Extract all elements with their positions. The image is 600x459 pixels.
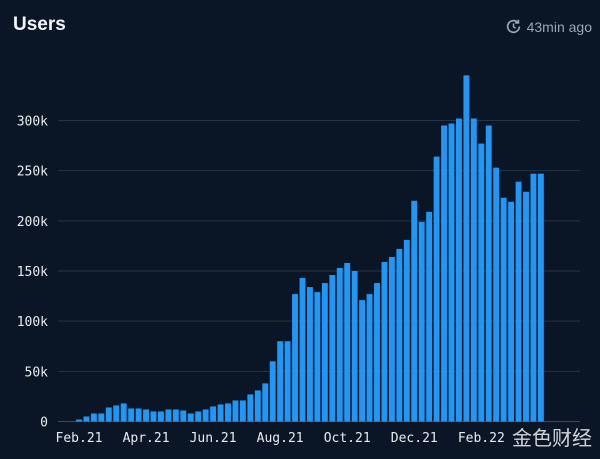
bar — [426, 211, 433, 422]
bar — [292, 294, 298, 422]
bar — [128, 408, 135, 422]
bar — [143, 409, 149, 422]
bar — [158, 411, 164, 422]
x-tick-label: Feb.21 — [56, 431, 103, 446]
y-tick-label: 150k — [17, 265, 48, 280]
bar — [269, 361, 276, 422]
x-tick-label: Aug.21 — [257, 431, 304, 446]
x-tick-label: Dec.21 — [391, 431, 438, 446]
x-tick-label: Apr.21 — [123, 431, 170, 446]
bar — [396, 248, 403, 422]
x-tick-label: Jun.21 — [190, 431, 237, 446]
last-updated[interactable]: 43min ago — [505, 18, 592, 35]
bar — [478, 143, 485, 422]
bar — [515, 181, 522, 422]
bar — [105, 407, 112, 422]
bar — [359, 300, 366, 422]
updated-text: 43min ago — [526, 18, 592, 35]
bar — [210, 406, 217, 422]
y-tick-label: 300k — [17, 115, 48, 130]
bar — [113, 405, 120, 422]
bar — [262, 383, 269, 422]
bar — [83, 416, 90, 422]
y-tick-label: 200k — [17, 215, 48, 230]
bar — [165, 409, 172, 422]
bar — [411, 200, 418, 422]
bar — [403, 239, 410, 422]
y-tick-label: 250k — [17, 165, 48, 180]
bar — [530, 173, 537, 422]
bar — [470, 118, 477, 422]
bar — [381, 261, 388, 422]
bar — [314, 292, 321, 422]
clock-refresh-icon — [506, 19, 520, 34]
chart-title: Users — [13, 14, 66, 35]
bar — [351, 271, 358, 422]
bar — [523, 191, 529, 422]
bar — [277, 341, 284, 422]
bar — [217, 404, 224, 422]
bar — [120, 403, 127, 422]
bar — [90, 413, 97, 422]
watermark: 金色财经 — [512, 426, 592, 450]
y-tick-label: 100k — [17, 315, 48, 330]
bar — [418, 221, 425, 422]
x-tick-label: Oct.21 — [324, 431, 371, 446]
bar — [307, 287, 313, 422]
y-tick-label: 0 — [40, 416, 48, 431]
bar — [195, 411, 202, 422]
bar — [254, 390, 261, 422]
bar — [336, 267, 343, 422]
bar — [321, 283, 328, 422]
bar — [180, 410, 187, 422]
y-tick-label: 50k — [25, 365, 49, 380]
bar — [284, 341, 291, 422]
bar — [299, 278, 306, 422]
bar — [76, 419, 82, 422]
x-tick-label: Feb.22 — [458, 431, 505, 446]
bar — [493, 167, 500, 422]
bar — [433, 156, 440, 422]
bar — [247, 394, 254, 422]
bar — [537, 173, 544, 422]
bar — [202, 409, 209, 422]
bar — [225, 403, 231, 422]
bar — [508, 201, 515, 422]
bar — [441, 125, 447, 422]
bar — [329, 275, 336, 422]
bar — [448, 123, 455, 422]
bar — [463, 75, 470, 422]
bar — [485, 125, 492, 422]
bar — [150, 411, 157, 422]
bar — [500, 197, 507, 422]
bar — [239, 400, 246, 422]
bar — [374, 283, 380, 422]
bar — [456, 118, 462, 422]
bar — [344, 262, 351, 422]
bar — [135, 408, 142, 422]
bar — [366, 294, 373, 422]
bar — [187, 413, 194, 422]
bar — [98, 413, 105, 422]
bar — [388, 256, 395, 422]
bar — [232, 400, 239, 422]
bar — [172, 409, 179, 422]
